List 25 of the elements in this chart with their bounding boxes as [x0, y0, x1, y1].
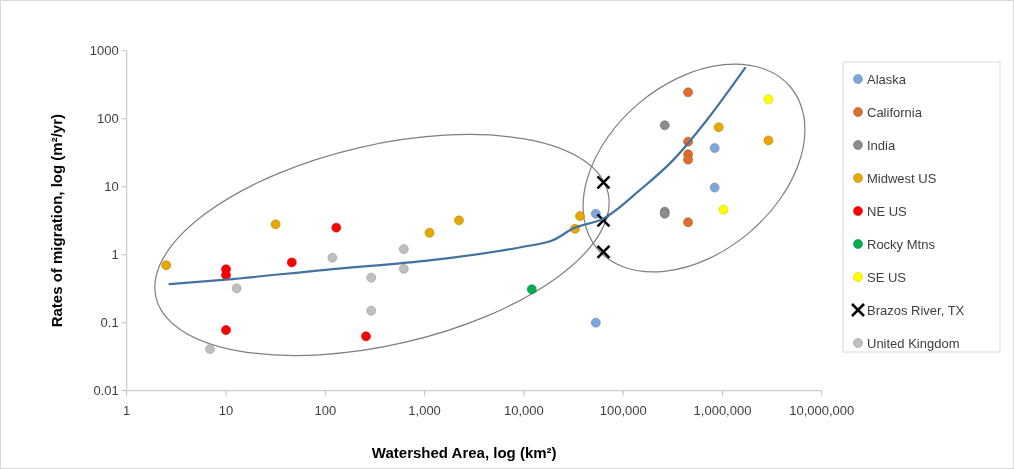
y-tick-label: 100	[97, 111, 119, 127]
x-tick-label: 10,000,000	[789, 402, 855, 418]
legend-label: NE US	[867, 203, 908, 219]
legend-label: Rocky Mtns	[867, 236, 936, 252]
y-tick-label: 1	[111, 247, 119, 263]
x-tick-label: 10	[218, 402, 234, 418]
legend-label: Brazos River, TX	[867, 302, 965, 318]
y-tick-label: 0.1	[100, 315, 119, 331]
x-tick-label: 1,000	[408, 402, 441, 418]
x-tick-label: 100	[314, 402, 337, 418]
legend-label: India	[867, 137, 896, 153]
legend-label: SE US	[867, 269, 907, 285]
legend-label: United Kingdom	[867, 335, 960, 351]
y-tick-label: 10	[104, 179, 119, 195]
x-tick-label: 10,000	[504, 402, 544, 418]
legend-label: Midwest US	[867, 170, 937, 186]
x-tick-label: 1	[123, 402, 131, 418]
y-tick-label: 1000	[89, 43, 119, 59]
legend-label: Alaska	[867, 71, 907, 87]
x-tick-label: 1,000,000	[693, 402, 752, 418]
y-axis-title: Rates of migration, log (m²/yr)	[48, 114, 65, 328]
x-tick-label: 100,000	[599, 402, 647, 418]
x-axis-title: Watershed Area, log (km²)	[371, 444, 557, 461]
legend-label: California	[867, 104, 923, 120]
y-tick-label: 0.01	[93, 383, 119, 399]
